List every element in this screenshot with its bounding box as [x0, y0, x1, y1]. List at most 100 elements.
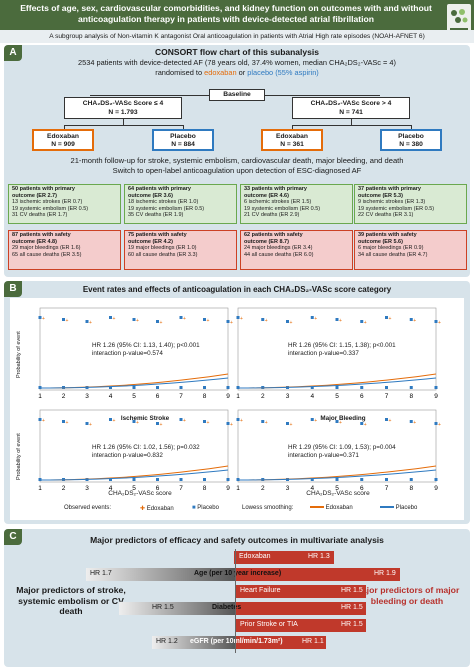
x-tick-label: 2 — [261, 393, 265, 400]
plot-panel-1: 1 +2 +3 +4 +5 +6 +7 +8 +9 + — [38, 307, 233, 400]
placebo-marker — [409, 420, 413, 423]
bar-egfr-right — [236, 636, 326, 649]
bar-egfr-left-hr: HR 1.2 — [156, 638, 178, 645]
placebo-marker — [226, 422, 230, 425]
bar-age-label: Age (per 10 year increase) — [194, 570, 282, 577]
arm-box-edoxaban-low: Edoxaban N = 909 — [32, 129, 94, 151]
edoxaban-marker: + — [290, 422, 293, 428]
legend-observed-placebo: ■ Placebo — [192, 505, 219, 511]
placebo-marker — [109, 418, 112, 421]
placebo-marker — [261, 318, 265, 321]
x-tick-label: 6 — [156, 485, 160, 492]
placebo-marker — [385, 386, 388, 389]
lowess-placebo-line — [238, 469, 437, 481]
plot-panel-4: 1 +2 +3 +4 +5 +6 +7 +8 +9 + — [236, 409, 441, 492]
panel-2-stats: HR 1.26 (95% CI: 1.15, 1.38); p<0.001 in… — [288, 342, 396, 357]
edoxaban-marker: + — [42, 316, 45, 322]
placebo-marker — [236, 316, 240, 319]
x-tick-label: 8 — [203, 393, 207, 400]
primary-outcome-box-1: 50 patients with primary outcome (ER 2.7… — [8, 184, 121, 224]
x-tick-label: 3 — [286, 485, 290, 492]
x-tick-label: 3 — [85, 393, 89, 400]
placebo-marker — [203, 386, 206, 389]
x-tick-label: 7 — [385, 485, 389, 492]
x-tick-label: 5 — [335, 485, 339, 492]
edoxaban-marker: + — [66, 318, 69, 324]
xlabel-right: CHA₂DS₂-VASc score — [306, 490, 370, 497]
edoxaban-marker: + — [113, 316, 116, 322]
edoxaban-marker: + — [183, 316, 186, 322]
placebo-marker — [434, 386, 438, 389]
x-tick-label: 2 — [62, 485, 66, 492]
primary-outcome-box-3: 33 patients with primary outcome (ER 4.6… — [240, 184, 353, 224]
edoxaban-marker: + — [339, 420, 342, 426]
x-tick-label: 5 — [335, 393, 339, 400]
section-a-consort: A CONSORT flow chart of this subanalysis… — [4, 45, 470, 277]
lowess-placebo-line — [238, 377, 437, 389]
panel-4-title: Major Bleeding — [320, 415, 366, 422]
panel-1-stats: HR 1.26 (95% CI: 1.13, 1.40); p<0.001 in… — [92, 342, 200, 357]
edoxaban-marker: + — [364, 320, 367, 326]
placebo-marker — [310, 386, 314, 389]
x-tick-label: 6 — [360, 485, 364, 492]
legend-lowess-title: Lowess smoothing: — [242, 505, 294, 511]
x-tick-label: 4 — [310, 393, 314, 400]
plot-frame — [237, 409, 437, 483]
plot-frame — [39, 409, 229, 483]
lowess-placebo-line — [40, 469, 229, 481]
section-c-badge: C — [4, 529, 22, 545]
group-box-high: CHA₂DS₂-VASc Score > 4 N = 741 — [292, 97, 410, 119]
x-tick-label: 6 — [360, 393, 364, 400]
x-tick-label: 1 — [236, 485, 240, 492]
bar-heart-failure-right-hr: HR 1.5 — [341, 587, 363, 594]
bar-edoxaban-right — [234, 551, 334, 564]
plots-svg: 1 +2 +3 +4 +5 +6 +7 +8 +9 +1 +2 +3 +4 +5 +6 +7 +8 +9 +1 +2 +… — [38, 307, 441, 492]
bar-prior-stroke-right-hr: HR 1.5 — [341, 621, 363, 628]
edoxaban-marker: + — [207, 420, 210, 426]
followup-line2: Switch to open-label anticoagulation upo… — [112, 166, 362, 175]
plot-frame — [237, 307, 437, 391]
followup-line1: 21-month follow-up for stroke, systemic … — [70, 156, 404, 165]
placebo-marker — [335, 478, 339, 481]
edoxaban-label: edoxaban — [204, 68, 237, 77]
placebo-marker — [286, 422, 289, 425]
edoxaban-marker: + — [438, 422, 441, 428]
bar-prior-stroke-right — [236, 619, 366, 632]
placebo-marker — [226, 320, 230, 323]
edoxaban-marker: + — [240, 316, 243, 322]
edoxaban-marker: + — [89, 422, 92, 428]
x-tick-label: 4 — [109, 485, 113, 492]
placebo-marker — [360, 478, 364, 481]
edoxaban-marker: + — [339, 318, 342, 324]
placebo-marker — [132, 478, 136, 481]
bar-diabetes-left-hr: HR 1.5 — [152, 604, 174, 611]
plots-title: Event rates and effects of anticoagulati… — [82, 285, 392, 294]
edoxaban-marker: + — [265, 318, 268, 324]
edoxaban-marker: + — [183, 418, 186, 424]
bar-diabetes-right-hr: HR 1.5 — [341, 604, 363, 611]
consort-line1: 2534 patients with device-detected AF (7… — [77, 58, 396, 67]
edoxaban-marker: + — [136, 420, 139, 426]
baseline-box: Baseline — [209, 89, 265, 101]
consort-title: CONSORT flow chart of this subanalysis — [155, 47, 319, 57]
x-tick-label: 7 — [385, 393, 389, 400]
placebo-marker — [179, 478, 183, 481]
predictors-title: Major predictors of efficacy and safety … — [90, 535, 384, 545]
bar-age-right-hr: HR 1.9 — [374, 570, 396, 577]
edoxaban-marker: + — [42, 418, 45, 424]
edoxaban-marker: + — [265, 420, 268, 426]
bar-heart-failure-label: Heart Failure — [240, 587, 281, 594]
placebo-label: placebo (55% aspirin) — [247, 68, 319, 77]
x-tick-label: 1 — [236, 393, 240, 400]
left-predictors-caption: Major predictors of stroke, systemic emb… — [16, 585, 126, 616]
bar-age-left-hr: HR 1.7 — [90, 570, 112, 577]
placebo-marker — [179, 418, 183, 421]
section-c-predictors: C Major predictors of efficacy and safet… — [4, 529, 470, 667]
edoxaban-marker: + — [136, 318, 139, 324]
arm-box-placebo-low: Placebo N = 884 — [152, 129, 214, 151]
bar-age-left — [86, 568, 236, 581]
placebo-marker — [109, 478, 112, 481]
placebo-marker — [236, 418, 240, 421]
edoxaban-marker: + — [389, 418, 392, 424]
placebo-marker — [156, 320, 159, 323]
